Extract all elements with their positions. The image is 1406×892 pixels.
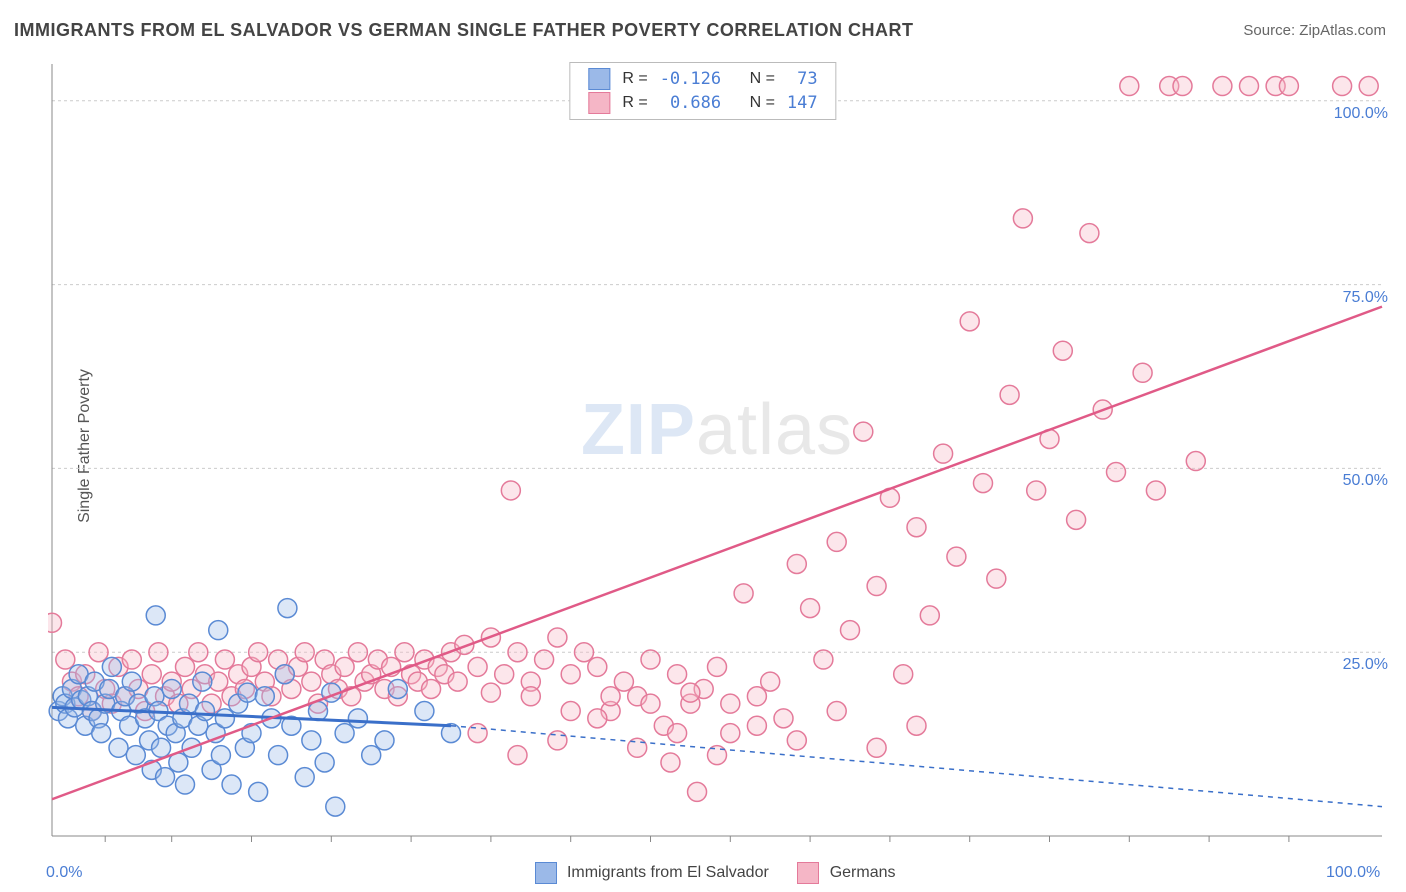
r-value-blue: -0.126 <box>654 67 727 91</box>
r-label: R = <box>616 91 653 115</box>
chart-area: ZIPatlas <box>48 58 1386 850</box>
swatch-blue-icon <box>588 68 610 90</box>
source-prefix: Source: <box>1243 22 1299 39</box>
swatch-pink-icon <box>797 862 819 884</box>
n-value-pink: 147 <box>781 91 824 115</box>
y-tick-label: 25.0% <box>1343 656 1388 674</box>
legend-series: Immigrants from El Salvador Germans <box>0 862 1406 884</box>
r-label: R = <box>616 67 653 91</box>
legend-row-pink: R = 0.686 N = 147 <box>582 91 823 115</box>
x-tick-label: 100.0% <box>1326 864 1380 882</box>
r-value-pink: 0.686 <box>654 91 727 115</box>
y-tick-label: 75.0% <box>1343 289 1388 307</box>
series-label-blue: Immigrants from El Salvador <box>567 864 769 881</box>
swatch-blue-icon <box>535 862 557 884</box>
legend-row-blue: R = -0.126 N = 73 <box>582 67 823 91</box>
series-label-pink: Germans <box>830 864 896 881</box>
x-tick-label: 0.0% <box>46 864 82 882</box>
plot-svg <box>48 58 1386 850</box>
n-value-blue: 73 <box>781 67 824 91</box>
legend-correlation-box: R = -0.126 N = 73 R = 0.686 N = 147 <box>569 62 836 120</box>
chart-title: IMMIGRANTS FROM EL SALVADOR VS GERMAN SI… <box>14 20 914 41</box>
source-link[interactable]: ZipAtlas.com <box>1299 22 1386 39</box>
y-tick-label: 100.0% <box>1334 105 1388 123</box>
n-label: N = <box>744 67 781 91</box>
y-tick-label: 50.0% <box>1343 472 1388 490</box>
source-credit: Source: ZipAtlas.com <box>1243 22 1386 39</box>
swatch-pink-icon <box>588 92 610 114</box>
n-label: N = <box>744 91 781 115</box>
